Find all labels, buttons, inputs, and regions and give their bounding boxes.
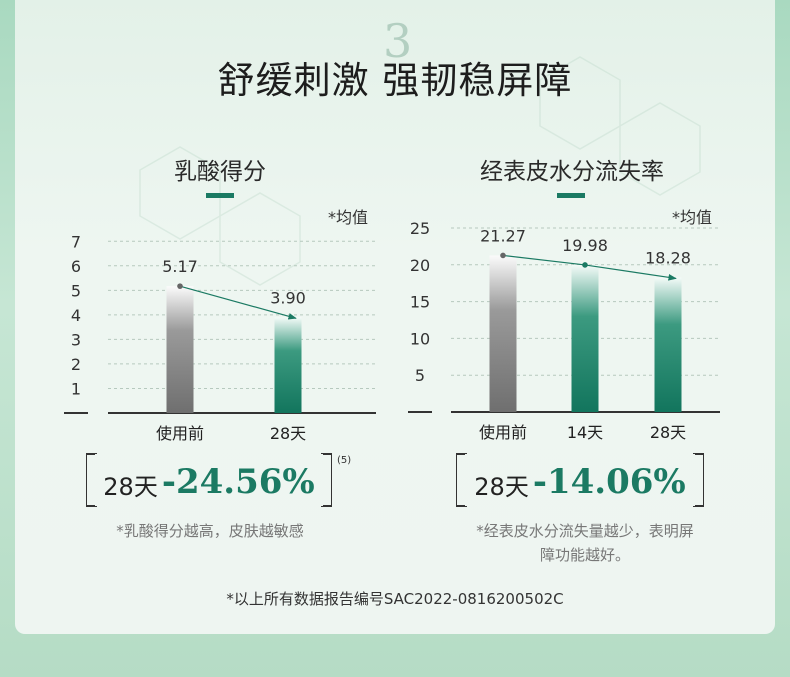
chart-title-tewl: 经表皮水分流失率 bbox=[480, 159, 664, 185]
data-label: 19.98 bbox=[562, 236, 608, 255]
result-day: 28天 bbox=[103, 472, 158, 501]
y-tick-label: 15 bbox=[410, 293, 430, 312]
x-category-label: 28天 bbox=[270, 424, 306, 443]
content-card bbox=[15, 0, 775, 634]
y-tick-label: 6 bbox=[71, 257, 81, 276]
trend-point bbox=[177, 283, 183, 289]
data-label: 3.90 bbox=[270, 288, 306, 307]
result-percentage: -24.56% bbox=[161, 462, 315, 502]
y-tick-label: 7 bbox=[71, 232, 81, 251]
hexagon-decoration-icon bbox=[139, 56, 701, 286]
y-tick-label: 4 bbox=[71, 306, 81, 325]
trend-line bbox=[502, 254, 586, 266]
y-tick-label: 3 bbox=[71, 330, 81, 349]
average-note: *均值 bbox=[672, 208, 713, 227]
x-category-label: 28天 bbox=[650, 423, 686, 442]
reference-superscript: (5) bbox=[337, 455, 352, 466]
footnote-line: 障功能越好。 bbox=[539, 546, 630, 564]
x-category-label: 14天 bbox=[567, 423, 603, 442]
y-tick-label: 1 bbox=[71, 379, 81, 398]
data-label: 21.27 bbox=[480, 226, 526, 245]
y-tick-label: 10 bbox=[410, 329, 430, 348]
bar-1 bbox=[489, 255, 517, 412]
result-box-lactic: 28天 -24.56% bbox=[86, 453, 332, 507]
footnote-line: *乳酸得分越高，皮肤越敏感 bbox=[116, 522, 304, 540]
footnote-lactic: *乳酸得分越高，皮肤越敏感 bbox=[80, 519, 340, 543]
footnote-tewl: *经表皮水分流失量越少，表明屏 障功能越好。 bbox=[450, 519, 720, 567]
result-box-tewl: 28天 -14.06% bbox=[456, 453, 704, 507]
trend-point bbox=[582, 262, 588, 268]
x-category-label: 使用前 bbox=[479, 423, 527, 442]
x-category-label: 使用前 bbox=[156, 424, 204, 443]
bar-2 bbox=[274, 317, 302, 413]
average-note: *均值 bbox=[328, 208, 369, 227]
data-label: 5.17 bbox=[162, 257, 198, 276]
y-tick-label: 5 bbox=[415, 366, 425, 385]
title-underline bbox=[557, 193, 585, 198]
result-day: 28天 bbox=[474, 472, 529, 501]
trend-line bbox=[179, 285, 297, 320]
title-underline bbox=[206, 193, 234, 198]
data-label: 18.28 bbox=[645, 248, 691, 267]
y-tick-label: 20 bbox=[410, 256, 430, 275]
trend-line bbox=[584, 264, 677, 281]
trend-point bbox=[500, 252, 506, 259]
bar-1 bbox=[166, 286, 194, 413]
chart-title-lactic: 乳酸得分 bbox=[174, 159, 266, 185]
y-tick-label: 2 bbox=[71, 355, 81, 374]
footnote-line: *经表皮水分流失量越少，表明屏 bbox=[476, 522, 694, 540]
section-number: 3 bbox=[383, 14, 413, 68]
page-title: 舒缓刺激 强韧稳屏障 bbox=[217, 59, 573, 102]
y-tick-label: 5 bbox=[71, 281, 81, 300]
source-note: *以上所有数据报告编号SAC2022-0816200502C bbox=[226, 590, 564, 608]
result-percentage: -14.06% bbox=[532, 462, 686, 502]
y-tick-label: 25 bbox=[410, 219, 430, 238]
bar-2 bbox=[571, 264, 599, 412]
bar-3 bbox=[654, 277, 682, 412]
